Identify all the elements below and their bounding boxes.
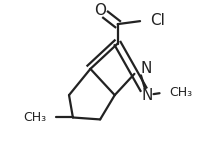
Text: N: N (141, 88, 152, 103)
Text: Cl: Cl (150, 13, 165, 28)
Text: CH₃: CH₃ (24, 111, 47, 124)
Text: O: O (94, 3, 106, 18)
Text: N: N (141, 61, 152, 76)
Text: CH₃: CH₃ (169, 86, 192, 99)
